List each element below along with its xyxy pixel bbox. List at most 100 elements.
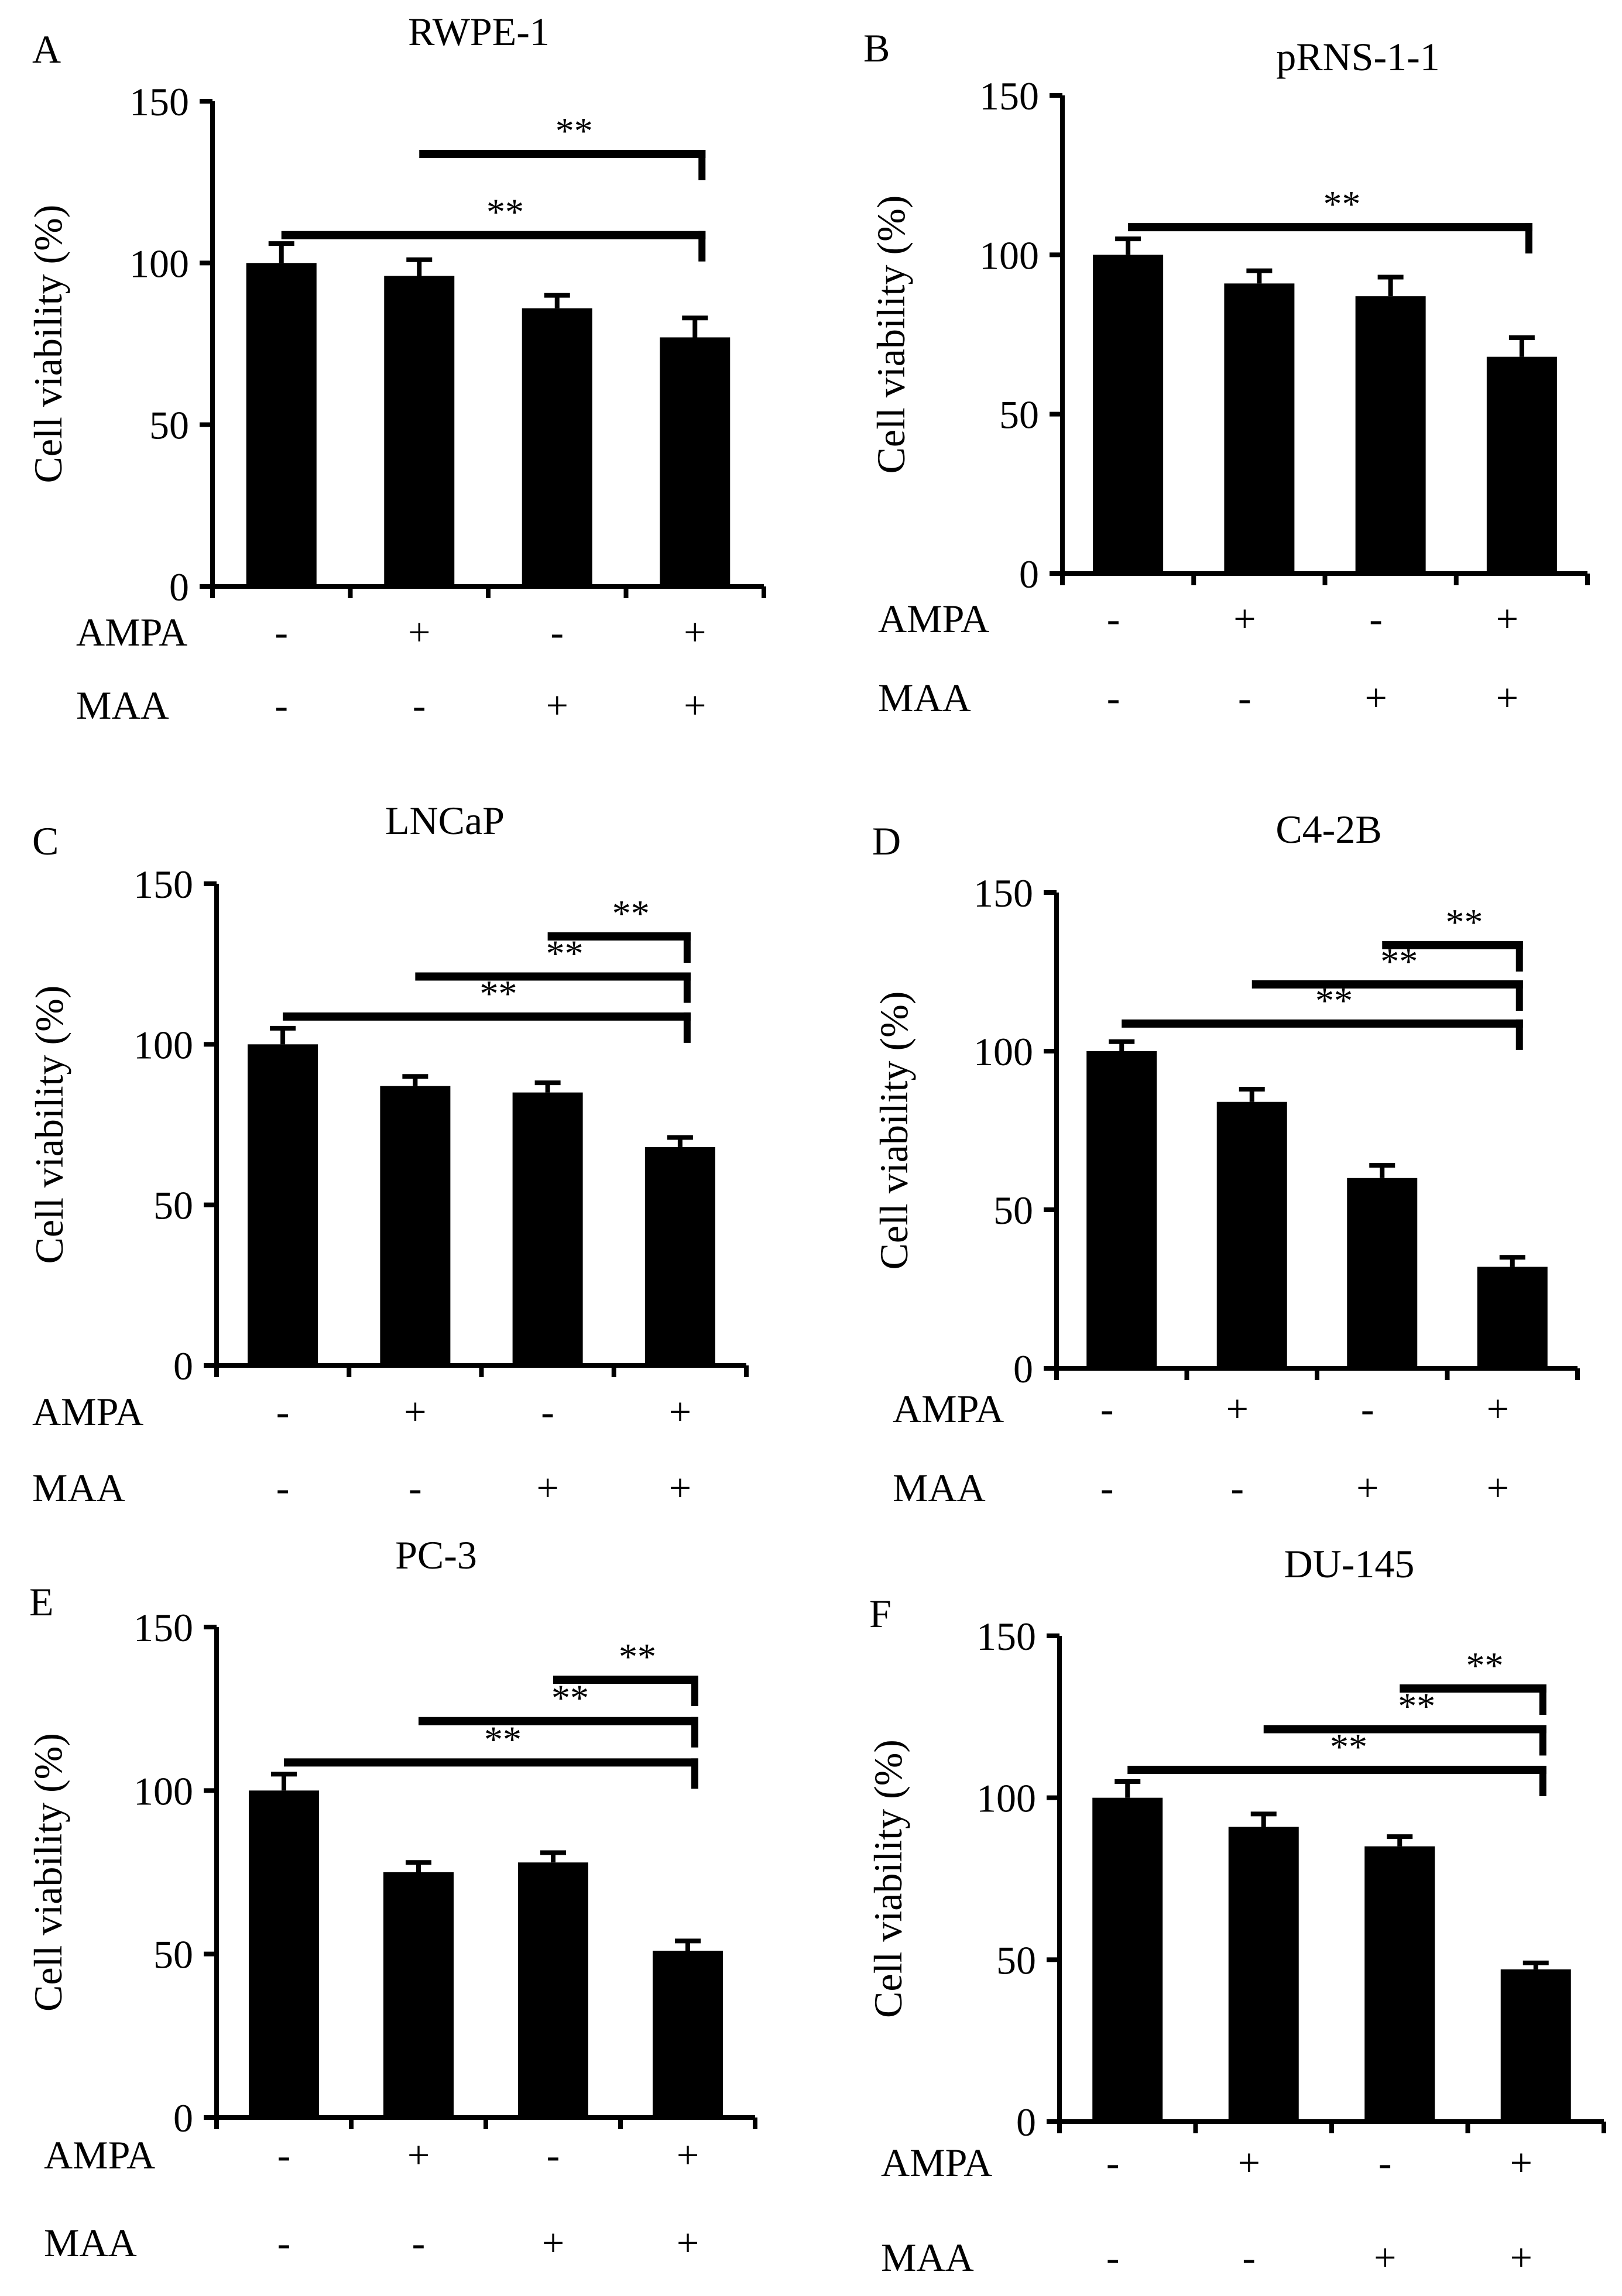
panel-e-bar-ampa	[383, 1872, 454, 2117]
panel-b-row-label-ampa: AMPA	[878, 596, 989, 641]
panel-a-bar-control	[246, 263, 317, 586]
panel-d-y-tick-label: 0	[1013, 1347, 1033, 1391]
panel-f-letter: F	[869, 1591, 891, 1636]
panel-d-letter: D	[872, 819, 901, 863]
panel-c-title: LNCaP	[385, 798, 505, 843]
panel-d-maa-sign: -	[1230, 1466, 1244, 1510]
panel-d-maa-sign: -	[1100, 1466, 1114, 1510]
panel-c-maa-sign: +	[669, 1466, 691, 1510]
panel-b-letter: B	[863, 26, 890, 70]
panel-a-ampa-sign: -	[275, 610, 288, 654]
panel-e-significance-label: **	[484, 1718, 522, 1760]
panel-f-y-tick-label: 0	[1016, 2100, 1036, 2144]
panel-a-significance-label: **	[486, 191, 524, 233]
panel-a-y-tick-label: 100	[129, 241, 189, 286]
panel-c-ampa-sign: +	[404, 1389, 426, 1434]
panel-f-y-axis-label: Cell viability (%)	[866, 1739, 910, 2018]
panel-f-maa-sign: -	[1106, 2235, 1120, 2280]
panel-d-significance-label: **	[1380, 941, 1418, 982]
panel-e-bar-ampa-maa	[653, 1951, 723, 2117]
panel-f-title: DU-145	[1284, 1542, 1415, 1586]
panel-a-bar-ampa	[384, 276, 455, 586]
panel-c-ampa-sign: -	[276, 1389, 290, 1434]
panel-f-y-tick-label: 150	[976, 1614, 1036, 1659]
panel-a-ampa-sign: +	[408, 610, 430, 654]
panel-e-significance-label: **	[551, 1677, 589, 1719]
panel-d-significance-label: **	[1446, 901, 1483, 943]
panel-c-letter: C	[32, 819, 59, 863]
panel-b-row-label-maa: MAA	[878, 675, 971, 720]
panel-a-maa-sign: -	[413, 683, 426, 727]
panel-a-title: RWPE-1	[408, 9, 550, 54]
panel-f-ampa-sign: -	[1106, 2140, 1120, 2185]
panel-d-y-axis-label: Cell viability (%)	[872, 991, 916, 1270]
panel-d-maa-sign: +	[1487, 1466, 1509, 1510]
panel-e-bar-maa	[518, 1862, 588, 2117]
panel-b-significance-label: **	[1323, 183, 1361, 225]
panel-a: A RWPE-1 Cell viability (%) 0 50 100 150 ** ** AM…	[26, 9, 766, 727]
panel-e-row-label-ampa: AMPA	[44, 2133, 155, 2177]
panel-a-y-axis-label: Cell viability (%)	[26, 205, 70, 483]
panel-b-y-tick-label: 50	[999, 393, 1039, 437]
panel-d-maa-sign: +	[1356, 1466, 1378, 1510]
panel-d-bar-control	[1086, 1051, 1157, 1368]
panel-b-ampa-sign: +	[1233, 596, 1256, 641]
panel-d: D C4-2B Cell viability (%) 0 50 100 150 ** ** ** A…	[872, 807, 1580, 1510]
panel-e: E PC-3 Cell viability (%) 0 50 100 150 ** ** ** AM…	[26, 1533, 757, 2265]
panel-f-y-tick-label: 100	[976, 1776, 1036, 1821]
panel-a-significance-label: **	[555, 110, 593, 152]
panel-c: C LNCaP Cell viability (%) 0 50 100 150 ** ** ** A…	[27, 798, 749, 1510]
panel-c-significance-label: **	[612, 893, 650, 934]
panel-c-bar-ampa-maa	[644, 1147, 715, 1365]
panel-d-ampa-sign: -	[1100, 1386, 1114, 1431]
panel-e-row-label-maa: MAA	[44, 2221, 137, 2265]
panel-e-ampa-sign: +	[407, 2133, 430, 2177]
panel-c-row-label-maa: MAA	[32, 1466, 125, 1510]
panel-f-ampa-sign: -	[1378, 2140, 1392, 2185]
panel-e-y-tick-label: 50	[153, 1933, 193, 1977]
panel-f-significance-label: **	[1466, 1645, 1504, 1686]
panel-a-bar-ampa-maa	[660, 337, 731, 586]
panel-d-bar-ampa-maa	[1477, 1267, 1548, 1368]
panel-f-row-label-maa: MAA	[881, 2235, 974, 2280]
panel-c-bar-maa	[512, 1092, 583, 1365]
panel-b-bar-control	[1093, 255, 1164, 574]
panel-c-bar-ampa	[380, 1086, 451, 1365]
panel-e-maa-sign: +	[542, 2221, 564, 2265]
panel-d-ampa-sign: +	[1226, 1386, 1249, 1431]
panel-a-row-label-ampa: AMPA	[76, 610, 187, 654]
panel-b-y-tick-label: 100	[979, 233, 1039, 277]
panel-d-y-tick-label: 100	[973, 1029, 1033, 1074]
panel-a-ampa-sign: -	[550, 610, 564, 654]
panel-b-title: pRNS-1-1	[1276, 35, 1440, 79]
panel-d-y-tick-label: 50	[993, 1188, 1033, 1233]
panel-f-ampa-sign: +	[1238, 2140, 1260, 2185]
panel-c-y-tick-label: 150	[133, 862, 193, 907]
panel-c-ampa-sign: -	[541, 1389, 554, 1434]
panel-c-y-tick-label: 100	[133, 1022, 193, 1067]
panel-e-maa-sign: -	[277, 2221, 291, 2265]
panel-f-bar-ampa	[1228, 1827, 1299, 2122]
panel-b-ampa-sign: -	[1369, 596, 1383, 641]
panel-b-bar-ampa	[1224, 283, 1295, 574]
panel-c-row-label-ampa: AMPA	[32, 1389, 143, 1434]
panel-b-y-axis-label: Cell viability (%)	[869, 195, 913, 474]
panel-f-bar-maa	[1364, 1846, 1435, 2122]
panel-d-significance-label: **	[1315, 980, 1353, 1021]
panel-f-row-label-ampa: AMPA	[881, 2140, 992, 2185]
panel-c-y-tick-label: 0	[173, 1344, 193, 1388]
panel-e-maa-sign: +	[677, 2221, 699, 2265]
panel-c-maa-sign: +	[536, 1466, 558, 1510]
panel-b-y-tick-label: 150	[979, 74, 1039, 118]
panel-a-y-tick-label: 0	[169, 565, 189, 609]
panel-b-y-tick-label: 0	[1019, 552, 1039, 596]
panel-d-title: C4-2B	[1275, 807, 1381, 852]
panel-f-maa-sign: -	[1242, 2235, 1256, 2280]
panel-f-maa-sign: +	[1510, 2235, 1532, 2280]
panel-a-ampa-sign: +	[684, 610, 706, 654]
panel-b-ampa-sign: +	[1496, 596, 1518, 641]
panel-a-row-label-maa: MAA	[76, 683, 169, 727]
panel-b-bar-ampa-maa	[1486, 356, 1557, 574]
panel-b-maa-sign: -	[1238, 675, 1251, 720]
